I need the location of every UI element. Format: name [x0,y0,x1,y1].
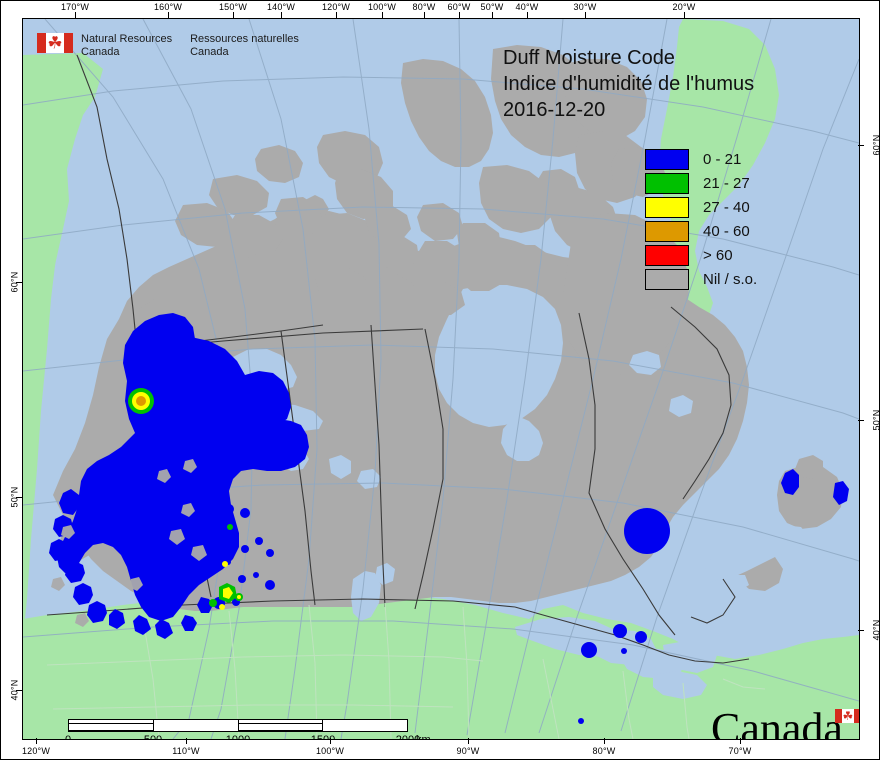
legend-item: > 60 [645,243,757,267]
nrcan-wordmark-en: Natural Resources Canada [81,33,172,59]
axis-tick-mark [585,12,586,18]
legend-swatch [645,148,689,170]
axis-tick-label: 80°W [412,2,436,12]
axis-tick-label: 170°W [60,2,90,12]
legend-label: 27 - 40 [703,198,750,216]
legend-swatch [645,172,689,194]
legend-item: Nil / s.o. [645,267,757,291]
axis-tick-mark [16,497,22,498]
axis-tick-mark [36,738,37,744]
axis-tick-label: 110°W [172,746,200,756]
axis-tick-label: 20°W [672,2,696,12]
nrcan-wordmark-fr: Ressources naturelles Canada [190,33,299,59]
scale-unit-label: km [416,734,431,740]
political-borders [46,54,750,664]
axis-tick-label: 50°W [480,2,504,12]
axis-tick-mark [740,738,741,744]
axis-tick-label: 90°W [456,746,480,756]
axis-tick-mark [468,738,469,744]
axis-tick-label: 120°W [21,746,51,756]
axis-tick-mark [604,738,605,744]
axis-tick-label: 60°W [447,2,471,12]
arctic-islands [59,45,843,591]
scale-bar-track [68,719,408,732]
axis-tick-mark [16,282,22,283]
coastline-detail [51,459,207,627]
maple-leaf-glyph: ☘ [842,709,854,723]
legend: 0 - 21 21 - 27 27 - 40 40 - 60 > 60 Nil / s.o… [645,147,757,291]
legend-item: 0 - 21 [645,147,757,171]
canada-wordmark: Canada ☘ [711,704,859,740]
legend-label: 0 - 21 [703,150,742,168]
axis-tick-label: 70°W [728,746,752,756]
axis-tick-label: 100°W [315,746,345,756]
legend-item: 27 - 40 [645,195,757,219]
axis-tick-label: 80°W [592,746,616,756]
axis-tick-label: 40°W [515,2,539,12]
legend-swatch [645,196,689,218]
scale-bar-ticks: 0 500 1000 1500 2000 km [64,732,431,740]
canada-flag-icon: ☘ [834,709,859,723]
axis-tick-mark [281,12,282,18]
nrcan-fr-line1: Ressources naturelles [190,33,299,45]
axis-tick-mark [492,12,493,18]
dmc-higher-classes [128,388,243,610]
legend-swatch [645,244,689,266]
axis-tick-label: 120°W [321,2,351,12]
map-graphics [23,19,859,739]
scale-tick-label: 0 [64,734,72,740]
legend-label: 21 - 27 [703,174,750,192]
axis-tick-mark [186,738,187,744]
frame-top [0,0,880,1]
canada-wordmark-text: Canada [711,704,843,740]
scale-tick-label: 1500 [310,734,336,740]
legend-label: Nil / s.o. [703,270,758,288]
legend-label: > 60 [703,246,733,264]
axis-tick-mark [336,12,337,18]
axis-tick-mark [382,12,383,18]
frame-left [0,0,1,760]
nrcan-wordmark: ☘ Natural Resources Canada Ressources na… [37,33,317,59]
axis-tick-label: 160°W [153,2,183,12]
axis-tick-mark [424,12,425,18]
axis-tick-mark [330,738,331,744]
legend-item: 40 - 60 [645,219,757,243]
map-canvas[interactable]: ☘ Natural Resources Canada Ressources na… [22,18,860,740]
scale-tick-label: 2000 [395,734,421,740]
canada-flag-icon: ☘ [37,33,73,53]
axis-tick-mark [527,12,528,18]
axis-tick-mark [233,12,234,18]
title-fr: Indice d'humidité de l'humus [503,73,755,95]
map-title-block: Duff Moisture Code Indice d'humidité de … [503,45,754,123]
axis-tick-mark [858,145,864,146]
axis-tick-mark [16,690,22,691]
axis-tick-mark [459,12,460,18]
axis-tick-mark [168,12,169,18]
axis-tick-mark [858,630,864,631]
maple-leaf-glyph: ☘ [47,33,63,53]
nrcan-en-line1: Natural Resources [81,33,173,45]
scale-tick-label: 500 [143,734,163,740]
nrcan-fr-line2: Canada [190,46,229,58]
axis-tick-label: 150°W [218,2,248,12]
us-state-borders [46,602,766,739]
title-date: 2016-12-20 [503,99,606,121]
legend-swatch [645,268,689,290]
legend-label: 40 - 60 [703,222,750,240]
axis-tick-mark [75,12,76,18]
hudson-bay [435,285,563,461]
scale-bar: 0 500 1000 1500 2000 km [64,719,431,740]
axis-tick-label: 140°W [266,2,296,12]
axis-tick-mark [858,420,864,421]
axis-tick-mark [684,12,685,18]
legend-swatch [645,220,689,242]
title-en: Duff Moisture Code [503,47,675,69]
axis-tick-label: 100°W [367,2,397,12]
hotspot-core-orange [136,396,146,406]
axis-tick-label: 30°W [573,2,597,12]
scale-tick-label: 1000 [225,734,251,740]
nrcan-en-line2: Canada [81,46,120,58]
legend-item: 21 - 27 [645,171,757,195]
